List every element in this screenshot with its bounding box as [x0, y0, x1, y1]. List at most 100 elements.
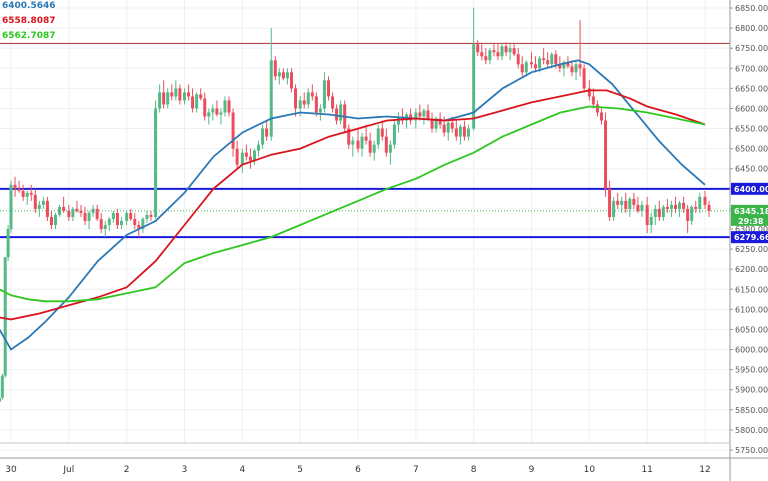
candle-body [566, 62, 570, 67]
candle-body [434, 118, 438, 129]
y-tick-label: 6550.00 [735, 125, 768, 134]
candle-body [707, 204, 711, 211]
candle-body [690, 206, 694, 221]
candle-body [37, 204, 41, 209]
candles [0, 8, 711, 402]
x-tick-label: 30 [5, 465, 17, 475]
level-label-box [731, 231, 768, 244]
candle-body [476, 44, 480, 53]
candle-body [636, 204, 640, 211]
candle-body [310, 92, 314, 97]
candle-body [661, 206, 665, 217]
candle-body [587, 88, 591, 97]
x-tick-label: 9 [529, 465, 535, 475]
candle-body [665, 206, 669, 209]
candle-body [442, 124, 446, 133]
candle-body [678, 202, 682, 209]
candle-body [58, 206, 62, 215]
candle-body [682, 202, 686, 209]
candle-body [558, 64, 562, 69]
candle-body [277, 72, 281, 77]
y-tick-label: 6450.00 [735, 165, 768, 174]
candle-body [562, 62, 566, 69]
candle-body [542, 58, 546, 61]
candle-body [608, 188, 612, 217]
y-tick-label: 5900.00 [735, 386, 768, 395]
candle-body [223, 100, 227, 113]
x-tick-label: 10 [584, 465, 596, 475]
legend-ma-blue: 6400.5646 [2, 1, 56, 11]
candle-body [640, 204, 644, 211]
candle-body [129, 212, 133, 219]
candle-body [79, 210, 83, 213]
candle-body [628, 198, 632, 209]
candle-body [472, 44, 476, 129]
candle-body [462, 126, 466, 137]
candle-body [466, 128, 470, 137]
candle-body [520, 64, 524, 73]
candle-body [384, 136, 388, 153]
candle-body [17, 188, 21, 191]
candle-body [347, 128, 351, 145]
y-tick-label: 5950.00 [735, 366, 768, 375]
y-tick-label: 6050.00 [735, 325, 768, 334]
candle-body [191, 96, 195, 109]
candle-body [508, 48, 512, 53]
candle-body [524, 62, 528, 73]
candle-body [418, 112, 422, 117]
y-tick-label: 5800.00 [735, 426, 768, 435]
candle-body [496, 52, 500, 57]
candle-body [546, 60, 550, 65]
candle-body [612, 200, 616, 217]
candle-body [87, 212, 91, 221]
candle-body [21, 190, 25, 197]
candle-body [99, 218, 103, 229]
candle-body [484, 56, 488, 61]
candle-body [322, 80, 326, 109]
y-tick-label: 6250.00 [735, 245, 768, 254]
x-tick-label: 4 [239, 465, 245, 475]
x-tick-label: 7 [413, 465, 419, 475]
moving-average-line [0, 105, 706, 303]
candle-body [314, 96, 318, 113]
candle-body [257, 144, 261, 151]
x-tick-label: 11 [641, 465, 652, 475]
candle-body [298, 100, 302, 109]
candle-body [649, 216, 653, 225]
candle-body [698, 196, 702, 209]
time-axis[interactable]: 30 Jul 2 3 4 5 6 7 8 9 10 11 12 [5, 465, 710, 475]
candle-body [211, 108, 215, 113]
candle-body [450, 122, 454, 129]
candle-body [261, 128, 265, 145]
candle-body [115, 212, 119, 225]
candle-body [492, 50, 496, 53]
current-price-box [731, 204, 768, 226]
y-tick-label: 6850.00 [735, 4, 768, 13]
candle-body [25, 192, 29, 197]
countdown-label: 29:38 [738, 217, 764, 226]
candle-body [231, 112, 235, 149]
candle-body [54, 214, 58, 225]
x-tick-label: 6 [355, 465, 361, 475]
candle-body [376, 128, 380, 145]
current-price-label: 6345.18 [734, 207, 768, 216]
candle-body [244, 152, 248, 157]
legend-ma-green: 6562.7087 [2, 31, 56, 41]
candle-body [49, 216, 53, 225]
candle-body [162, 92, 166, 105]
candle-body [624, 200, 628, 209]
candle-body [281, 72, 285, 79]
level-label: 6400.00 [734, 185, 768, 194]
candle-body [446, 122, 450, 133]
candle-body [13, 184, 17, 189]
price-axis[interactable]: 5750.00 5800.00 5850.00 5900.00 5950.00 6000.… [730, 4, 768, 455]
x-tick-label: 12 [699, 465, 710, 475]
candle-body [538, 58, 542, 69]
candle-body [195, 94, 199, 109]
candle-body [616, 200, 620, 205]
candle-body [599, 112, 603, 121]
candle-body [240, 152, 244, 165]
x-tick-label: 8 [471, 465, 477, 475]
y-tick-label: 5850.00 [735, 406, 768, 415]
